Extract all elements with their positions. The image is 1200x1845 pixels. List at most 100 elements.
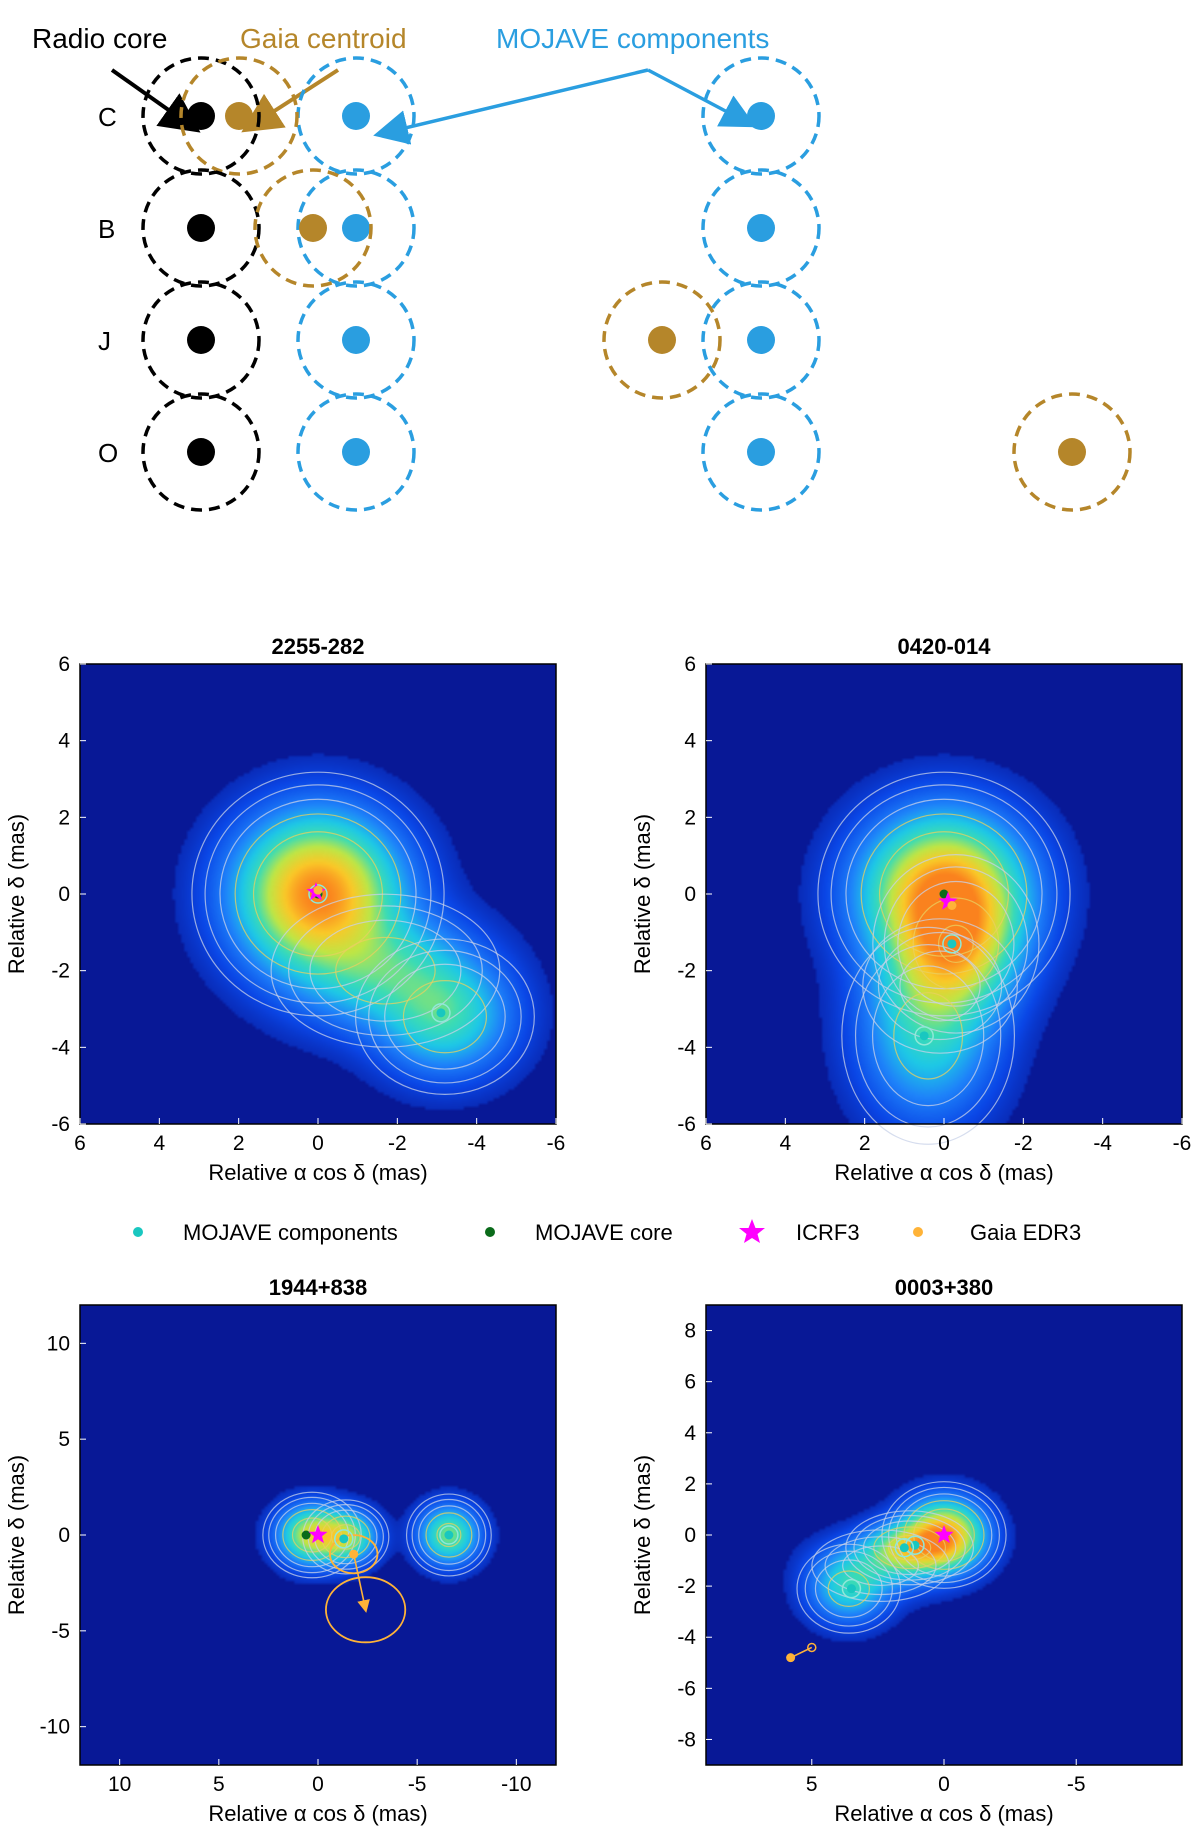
gaia-uncertainty-circle xyxy=(179,56,299,176)
radio-core-arrow xyxy=(110,68,201,133)
mojave-component-ring xyxy=(841,1578,862,1599)
mojave-component-ring xyxy=(334,1529,354,1549)
x-axis-label: Relative α cos δ (mas) xyxy=(834,1160,1053,1185)
x-tick-label: 2 xyxy=(233,1132,245,1155)
contour-line xyxy=(817,771,1071,1017)
y-tick-label: 4 xyxy=(58,730,70,753)
legend-icrf3: ICRF3 xyxy=(739,1219,860,1245)
contour-line xyxy=(824,1536,937,1596)
x-axis-label: Relative α cos δ (mas) xyxy=(208,1801,427,1826)
x-tick-label: -2 xyxy=(388,1132,407,1155)
legend-gaia-edr3: Gaia EDR3 xyxy=(913,1220,1081,1245)
legend-label: MOJAVE core xyxy=(535,1220,673,1245)
y-tick-label: 6 xyxy=(684,653,696,676)
mojave-uncertainty-circle xyxy=(701,168,821,288)
mojave-uncertainty-circle xyxy=(701,56,821,176)
icrf3-star-icon xyxy=(938,891,958,910)
x-tick-label: -10 xyxy=(501,1773,531,1796)
y-axis-label: Relative δ (mas) xyxy=(630,814,655,974)
x-tick-label: 10 xyxy=(108,1773,131,1796)
row-label: C xyxy=(98,102,117,132)
contour-line xyxy=(234,813,402,975)
legend-dot-icon xyxy=(485,1227,495,1237)
core-dot xyxy=(187,214,215,242)
gaia-centroid-dot xyxy=(1058,438,1086,466)
y-tick-label: -2 xyxy=(677,960,696,983)
core-uncertainty-circle xyxy=(141,168,261,288)
contour-line xyxy=(887,1534,932,1561)
gaia-open-marker xyxy=(807,1642,817,1653)
gaia-edr3-marker xyxy=(947,901,957,910)
contour-line xyxy=(853,1514,966,1581)
contour-line xyxy=(796,1543,902,1634)
gaia-centroid-dot xyxy=(648,326,676,354)
contour-line xyxy=(335,936,436,1005)
mojave-component-marker xyxy=(339,1534,349,1544)
y-tick-label: -10 xyxy=(40,1716,70,1739)
core-uncertainty-circle xyxy=(141,392,261,512)
mojave-component-dot xyxy=(747,214,775,242)
gaia-edr3-marker xyxy=(313,885,323,895)
gaia-edr3-marker xyxy=(786,1653,796,1663)
y-tick-label: 2 xyxy=(58,806,70,829)
contour-line xyxy=(883,866,1029,1022)
y-tick-label: 0 xyxy=(684,883,696,906)
y-tick-label: -4 xyxy=(677,1036,696,1059)
contour-line xyxy=(845,1510,975,1586)
x-tick-label: 5 xyxy=(213,1773,225,1796)
contour-line xyxy=(330,1524,361,1550)
mojave-uncertainty-circle xyxy=(296,392,416,512)
x-tick-label: 0 xyxy=(938,1773,950,1796)
mojave-uncertainty-circle xyxy=(296,280,416,400)
legend-dot-icon xyxy=(913,1227,923,1237)
gaia-centroid-dot xyxy=(299,214,327,242)
y-tick-label: -6 xyxy=(51,1113,70,1136)
x-tick-label: 4 xyxy=(779,1132,791,1155)
contour-line xyxy=(913,1508,975,1562)
gaia-centroid-dot xyxy=(225,102,253,130)
panel-title: 1944+838 xyxy=(269,1275,368,1300)
contour-line xyxy=(873,1526,947,1570)
mojave-component-ring xyxy=(894,1538,915,1558)
contour-line xyxy=(411,1498,487,1572)
core-dot xyxy=(187,438,215,466)
schematic-row-c: C xyxy=(98,56,821,176)
y-tick-label: -5 xyxy=(51,1620,70,1643)
contour-line xyxy=(436,1522,462,1548)
y-axis-label: Relative δ (mas) xyxy=(630,1455,655,1615)
gaia-centroid-label: Gaia centroid xyxy=(240,23,407,54)
x-tick-label: 0 xyxy=(312,1132,324,1155)
mojave-uncertainty-circle xyxy=(296,168,416,288)
contour-line xyxy=(830,784,1058,1004)
x-tick-label: -6 xyxy=(547,1132,566,1155)
y-tick-label: 8 xyxy=(684,1320,696,1343)
star-icon xyxy=(739,1219,765,1243)
mojave-component-marker xyxy=(947,939,957,949)
y-tick-label: 10 xyxy=(47,1332,70,1355)
mojave-component-ring xyxy=(439,1525,459,1545)
mojave-component-ring xyxy=(942,934,962,954)
row-label: B xyxy=(98,214,115,244)
contour-line xyxy=(384,963,506,1070)
gaia-error-ellipse xyxy=(325,1576,407,1644)
mojave-component-ring xyxy=(431,1003,451,1023)
contour-line xyxy=(842,1545,919,1586)
contour-line xyxy=(877,931,1003,1041)
row-label: J xyxy=(98,326,111,356)
x-tick-label: 0 xyxy=(312,1773,324,1796)
y-tick-label: -4 xyxy=(51,1036,70,1059)
core-dot xyxy=(187,102,215,130)
radio-core-label: Radio core xyxy=(32,23,167,54)
mojave-component-dot xyxy=(747,326,775,354)
x-axis-label: Relative α cos δ (mas) xyxy=(208,1160,427,1185)
x-tick-label: 0 xyxy=(938,1132,950,1155)
x-tick-label: 5 xyxy=(806,1773,818,1796)
mojave-component-marker xyxy=(846,1584,856,1594)
legend: MOJAVE components MOJAVE core ICRF3 Gaia… xyxy=(133,1219,1081,1245)
contour-line xyxy=(912,897,1000,991)
mojave-component-dot xyxy=(342,438,370,466)
mojave-component-dot xyxy=(747,438,775,466)
x-tick-label: 6 xyxy=(700,1132,712,1155)
